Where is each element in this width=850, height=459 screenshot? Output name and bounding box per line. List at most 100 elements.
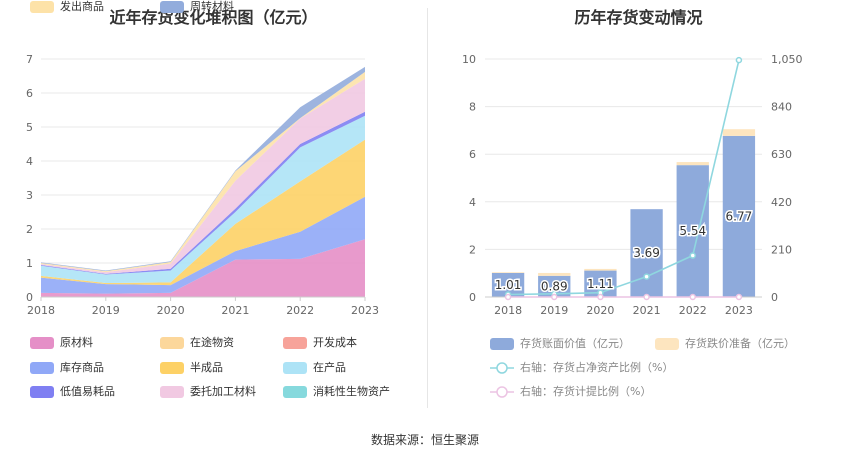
bar-data-label: 0.89 xyxy=(541,279,568,293)
legend-label: 低值易耗品 xyxy=(60,385,115,398)
bar-data-label: 1.11 xyxy=(587,277,614,291)
bar-book-value xyxy=(722,135,756,297)
y-right-tick-label: 0 xyxy=(771,291,778,304)
y-tick-label: 0 xyxy=(26,291,33,304)
legend-swatch xyxy=(30,386,54,398)
area-低值易耗品 xyxy=(41,111,365,275)
bar-impairment xyxy=(584,268,617,271)
x-tick-label: 2023 xyxy=(351,304,379,317)
legend-line-icon xyxy=(490,386,514,398)
legend-swatch xyxy=(160,386,184,398)
bar-impairment xyxy=(491,272,525,273)
y-tick-label: 3 xyxy=(26,189,33,202)
x-tick-label: 2021 xyxy=(633,304,661,317)
legend-swatch xyxy=(283,362,307,374)
legend-swatch xyxy=(283,337,307,349)
bar-data-label: 3.69 xyxy=(633,246,660,260)
y-left-tick-label: 0 xyxy=(469,291,476,304)
y-left-tick-label: 8 xyxy=(469,101,476,114)
area-周转材料 xyxy=(41,66,365,272)
legend-swatch xyxy=(30,1,54,13)
legend-label: 开发成本 xyxy=(313,336,357,349)
legend-label: 委托加工材料 xyxy=(190,385,256,398)
right-chart-title: 历年存货变动情况 xyxy=(574,8,703,27)
point-provision-ratio xyxy=(504,293,512,301)
y-right-tick-label: 210 xyxy=(771,243,792,256)
area-委托加工材料 xyxy=(41,78,365,274)
point-provision-ratio xyxy=(689,293,696,301)
x-tick-label: 2019 xyxy=(540,304,568,317)
legend-label: 消耗性生物资产 xyxy=(313,385,390,398)
legend-label: 存货跌价准备（亿元） xyxy=(685,337,795,350)
y-right-tick-label: 630 xyxy=(771,148,792,161)
point-asset-ratio xyxy=(689,252,696,259)
point-asset-ratio xyxy=(643,273,650,280)
y-tick-label: 5 xyxy=(26,121,33,134)
x-tick-label: 2019 xyxy=(92,304,120,317)
legend-line-icon xyxy=(490,362,514,374)
x-tick-label: 2021 xyxy=(221,304,249,317)
area-半成品 xyxy=(41,139,365,286)
y-tick-label: 2 xyxy=(26,223,33,236)
y-tick-label: 7 xyxy=(26,53,33,66)
x-tick-label: 2020 xyxy=(586,304,614,317)
bar-impairment xyxy=(676,162,709,166)
y-left-tick-label: 2 xyxy=(469,243,476,256)
point-provision-ratio xyxy=(643,293,650,301)
legend-label: 存货账面价值（亿元） xyxy=(520,337,630,350)
x-tick-label: 2022 xyxy=(286,304,314,317)
legend-swatch xyxy=(30,337,54,349)
legend-swatch xyxy=(655,338,679,350)
data-source: 数据来源：恒生聚源 xyxy=(370,433,479,447)
legend-swatch xyxy=(30,362,54,374)
bar-impairment xyxy=(538,272,571,276)
legend-swatch xyxy=(160,337,184,349)
point-provision-ratio xyxy=(597,293,604,301)
y-tick-label: 6 xyxy=(26,87,33,100)
legend-label: 半成品 xyxy=(190,361,223,374)
y-left-tick-label: 10 xyxy=(462,53,476,66)
bar-line-chart: 0 2 4 6 8 10 0 210 420 630 840 1,050 2018 2019 2020 202… xyxy=(462,53,803,317)
legend-label: 右轴：存货计提比例（%） xyxy=(520,385,652,398)
y-left-tick-label: 6 xyxy=(469,148,476,161)
area-原材料 xyxy=(41,239,365,297)
y-left-tick-label: 4 xyxy=(469,196,476,209)
area-库存商品 xyxy=(41,196,365,294)
legend-label: 周转材料 xyxy=(190,0,234,13)
bar-impairment xyxy=(722,129,756,136)
x-tick-label: 2020 xyxy=(157,304,185,317)
stacked-area-chart: 0 1 2 3 4 5 6 7 2018 2019 2020 2021 2022 2023 xyxy=(26,53,379,317)
point-provision-ratio xyxy=(551,293,558,301)
bar-data-label: 5.54 xyxy=(679,224,706,238)
y-right-tick-label: 840 xyxy=(771,101,792,114)
x-tick-label: 2023 xyxy=(725,304,753,317)
bar-data-label: 1.01 xyxy=(495,278,522,292)
legend-swatch xyxy=(160,362,184,374)
x-tick-label: 2018 xyxy=(27,304,55,317)
bar-book-value xyxy=(538,275,571,297)
y-tick-label: 4 xyxy=(26,155,33,168)
line-asset-ratio xyxy=(508,59,740,296)
bar-data-label: 6.77 xyxy=(726,209,753,223)
legend-label: 在产品 xyxy=(313,361,346,374)
legend-label: 发出商品 xyxy=(60,0,104,13)
area-在产品 xyxy=(41,115,365,284)
legend-swatch xyxy=(160,1,184,13)
legend-label: 库存商品 xyxy=(60,361,104,374)
legend-swatch xyxy=(490,338,514,350)
legend-marker xyxy=(496,386,508,398)
x-tick-label: 2022 xyxy=(679,304,707,317)
legend-label: 原材料 xyxy=(60,336,93,349)
point-asset-ratio xyxy=(735,56,743,64)
bar-book-value xyxy=(676,165,709,297)
y-tick-label: 1 xyxy=(26,257,33,270)
legend-label: 右轴：存货占净资产比例（%） xyxy=(520,361,674,374)
chart-divider xyxy=(427,8,428,408)
bar-book-value xyxy=(630,209,663,297)
x-tick-label: 2018 xyxy=(494,304,522,317)
point-provision-ratio xyxy=(735,293,743,301)
legend-swatch xyxy=(283,386,307,398)
legend-marker xyxy=(496,362,508,374)
legend-label: 在途物资 xyxy=(190,336,234,349)
y-right-tick-label: 420 xyxy=(771,196,792,209)
